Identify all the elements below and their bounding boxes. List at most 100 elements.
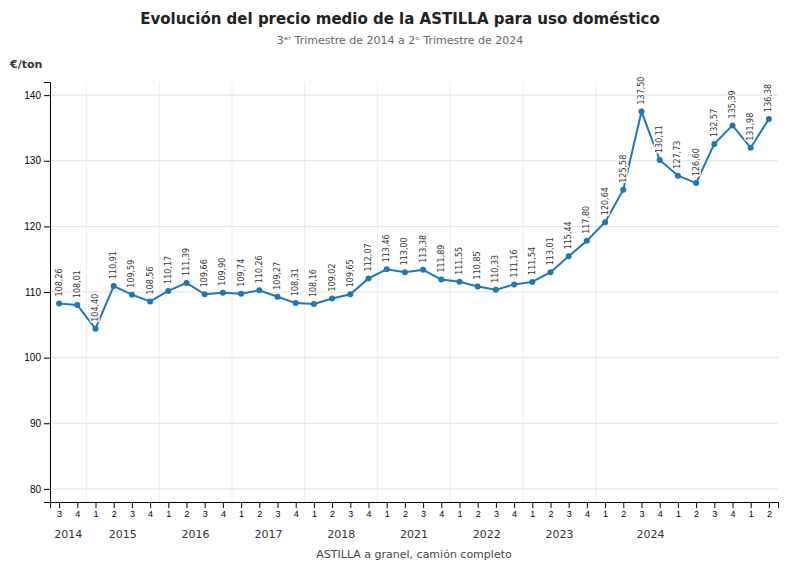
x-tick-label: 1 bbox=[457, 509, 462, 519]
data-labels: 108,26108,01104,40110,91109,59108,56110,… bbox=[55, 77, 774, 322]
year-separator bbox=[159, 82, 160, 502]
y-tick-label: 110 bbox=[25, 287, 41, 298]
y-tick: 90 bbox=[30, 418, 50, 429]
x-tick: 3 bbox=[57, 502, 62, 519]
point bbox=[511, 281, 517, 287]
x-tick-label: 1 bbox=[166, 509, 171, 519]
x-tick-label: 3 bbox=[275, 509, 280, 519]
marks bbox=[56, 109, 772, 332]
point bbox=[165, 288, 171, 294]
point bbox=[56, 300, 62, 306]
x-tick-mark bbox=[223, 502, 224, 508]
point bbox=[74, 302, 80, 308]
point bbox=[184, 280, 190, 286]
x-tick-label: 1 bbox=[676, 509, 681, 519]
x-tick-mark bbox=[314, 502, 315, 508]
data-label: 113,00 bbox=[400, 237, 409, 265]
data-label: 108,26 bbox=[55, 268, 64, 296]
x-tick-mark bbox=[150, 502, 151, 508]
x-tick-mark bbox=[496, 502, 497, 508]
x-tick: 4 bbox=[730, 502, 735, 519]
x-tick-label: 4 bbox=[730, 509, 735, 519]
point bbox=[620, 187, 626, 193]
x-tick: 2 bbox=[548, 502, 553, 519]
x-tick-mark bbox=[259, 502, 260, 508]
x-tick-label: 1 bbox=[312, 509, 317, 519]
data-label: 109,59 bbox=[127, 260, 136, 288]
x-tick: 3 bbox=[203, 502, 208, 519]
y-tick-mark bbox=[44, 226, 50, 227]
x-tick: 4 bbox=[221, 502, 226, 519]
x-tick-label: 2 bbox=[184, 509, 189, 519]
data-label: 110,17 bbox=[164, 256, 173, 284]
point bbox=[384, 266, 390, 272]
data-label: 108,31 bbox=[291, 268, 300, 296]
plot: 80 90 100 110 120 130 140 3 4 1 2 3 4 1 2 3 4 1 2 3 4 1 2 3 4 1 2 3… bbox=[24, 77, 778, 561]
x-tick-label: 4 bbox=[512, 509, 517, 519]
point bbox=[329, 295, 335, 301]
x-tick-mark bbox=[587, 502, 588, 508]
y-tick-label: 100 bbox=[24, 352, 41, 363]
x-tick-mark bbox=[296, 502, 297, 508]
x-tick-mark bbox=[551, 502, 552, 508]
data-label: 109,65 bbox=[346, 259, 355, 287]
x-tick-label: 2 bbox=[694, 509, 699, 519]
x-axis: 3412341234123412341234123412341234123412 bbox=[51, 502, 779, 519]
x-tick-label: 3 bbox=[348, 509, 353, 519]
x-tick: 1 bbox=[530, 502, 535, 519]
x-tick-mark bbox=[642, 502, 643, 508]
x-tick-label: 3 bbox=[130, 509, 135, 519]
year-separator bbox=[377, 82, 378, 502]
x-tick-mark bbox=[733, 502, 734, 508]
y-tick-mark bbox=[44, 161, 50, 162]
point bbox=[584, 238, 590, 244]
data-label: 125,58 bbox=[619, 155, 628, 183]
x-tick-label: 4 bbox=[585, 509, 590, 519]
x-tick-label: 1 bbox=[239, 509, 244, 519]
x-tick-mark bbox=[605, 502, 606, 508]
point bbox=[93, 326, 99, 332]
point bbox=[711, 141, 717, 147]
y-tick-label: 120 bbox=[24, 221, 41, 232]
x-tick-mark bbox=[205, 502, 206, 508]
x-tick-mark bbox=[532, 502, 533, 508]
point bbox=[129, 292, 135, 298]
y-tick: 130 bbox=[24, 155, 50, 166]
x-tick-label: 2 bbox=[548, 509, 553, 519]
point bbox=[238, 291, 244, 297]
x-tick-label: 2 bbox=[330, 509, 335, 519]
y-axis: 80 90 100 110 120 130 140 bbox=[24, 83, 50, 503]
x-tick-label: 4 bbox=[221, 509, 226, 519]
y-tick-mark bbox=[44, 423, 50, 424]
x-tick-mark bbox=[96, 502, 97, 508]
x-tick-mark bbox=[369, 502, 370, 508]
x-tick-label: 3 bbox=[567, 509, 572, 519]
x-tick-label: 3 bbox=[639, 509, 644, 519]
x-tick-label: 3 bbox=[203, 509, 208, 519]
x-tick: 2 bbox=[694, 502, 699, 519]
data-label: 126,60 bbox=[692, 148, 701, 176]
x-tick: 4 bbox=[658, 502, 663, 519]
point bbox=[147, 298, 153, 304]
year-separator bbox=[232, 82, 233, 502]
x-tick-mark bbox=[241, 502, 242, 508]
point bbox=[766, 116, 772, 122]
year-label: 2016 bbox=[182, 528, 210, 541]
year-label: 2022 bbox=[473, 528, 501, 541]
x-tick: 2 bbox=[767, 502, 772, 519]
y-tick-label: 140 bbox=[24, 90, 41, 101]
y-tick-mark bbox=[44, 292, 50, 293]
x-tick-label: 1 bbox=[530, 509, 535, 519]
x-axis-line bbox=[51, 503, 779, 509]
point bbox=[693, 180, 699, 186]
y-tick: 80 bbox=[30, 484, 50, 495]
x-tick: 1 bbox=[676, 502, 681, 519]
y-tick-label: 90 bbox=[30, 418, 42, 429]
x-tick: 4 bbox=[294, 502, 299, 519]
data-label: 104,40 bbox=[91, 294, 100, 322]
x-tick: 1 bbox=[239, 502, 244, 519]
y-tick: 140 bbox=[24, 90, 50, 101]
x-tick-label: 4 bbox=[658, 509, 663, 519]
year-separator bbox=[450, 82, 451, 502]
line bbox=[59, 112, 769, 329]
